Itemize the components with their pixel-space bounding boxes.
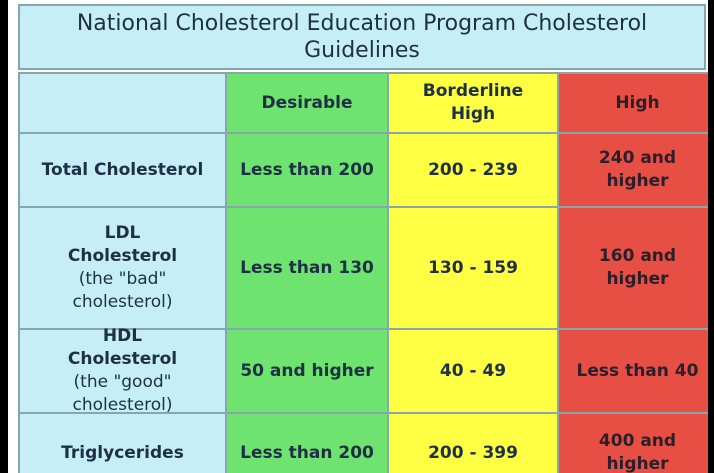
- cell-desirable: 50 and higher: [227, 330, 387, 412]
- header-high: High: [559, 74, 708, 132]
- cell-high: 160 and higher: [559, 208, 708, 328]
- row-label-ldl-cholesterol: LDL Cholesterol (the "bad" cholesterol): [20, 208, 225, 328]
- cell-high: 240 and higher: [559, 134, 708, 206]
- row-label-total-cholesterol: Total Cholesterol: [20, 134, 225, 206]
- corner-cell: [20, 74, 225, 132]
- page-title: National Cholesterol Education Program C…: [18, 4, 706, 70]
- cell-borderline: 200 - 239: [389, 134, 557, 206]
- row-label: HDL Cholesterol: [67, 326, 178, 369]
- row-label: Total Cholesterol: [41, 159, 204, 180]
- row-label: LDL Cholesterol: [67, 223, 178, 266]
- header-borderline-high: Borderline High: [389, 74, 557, 132]
- cell-desirable: Less than 130: [227, 208, 387, 328]
- cell-desirable: Less than 200: [227, 134, 387, 206]
- cell-high: 400 and higher: [559, 414, 708, 473]
- header-desirable: Desirable: [227, 74, 387, 132]
- row-label-triglycerides: Triglycerides: [20, 414, 225, 473]
- cell-borderline: 130 - 159: [389, 208, 557, 328]
- row-sublabel: (the "good" cholesterol): [72, 372, 173, 415]
- row-sublabel: (the "bad" cholesterol): [72, 269, 173, 312]
- cell-borderline: 200 - 399: [389, 414, 557, 473]
- cholesterol-table: Desirable Borderline High High Total Cho…: [18, 72, 708, 473]
- cell-high: Less than 40: [559, 330, 708, 412]
- cell-borderline: 40 - 49: [389, 330, 557, 412]
- guidelines-chart: National Cholesterol Education Program C…: [8, 0, 708, 473]
- cell-desirable: Less than 200: [227, 414, 387, 473]
- row-label: Triglycerides: [61, 442, 184, 463]
- row-label-hdl-cholesterol: HDL Cholesterol (the "good" cholesterol): [20, 326, 225, 415]
